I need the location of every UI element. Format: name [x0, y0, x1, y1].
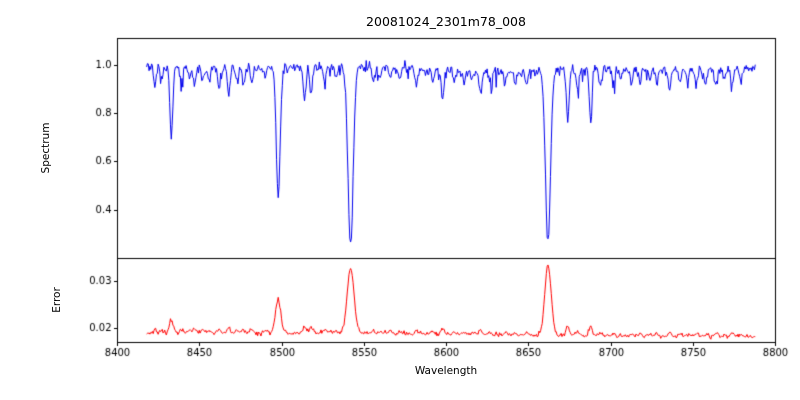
error-axis-label: Error	[51, 287, 63, 313]
x-axis-label: Wavelength	[414, 365, 478, 377]
chart-title: 20081024_2301m78_008	[366, 14, 526, 29]
spectrum-axis-label: Spectrum	[40, 122, 52, 174]
